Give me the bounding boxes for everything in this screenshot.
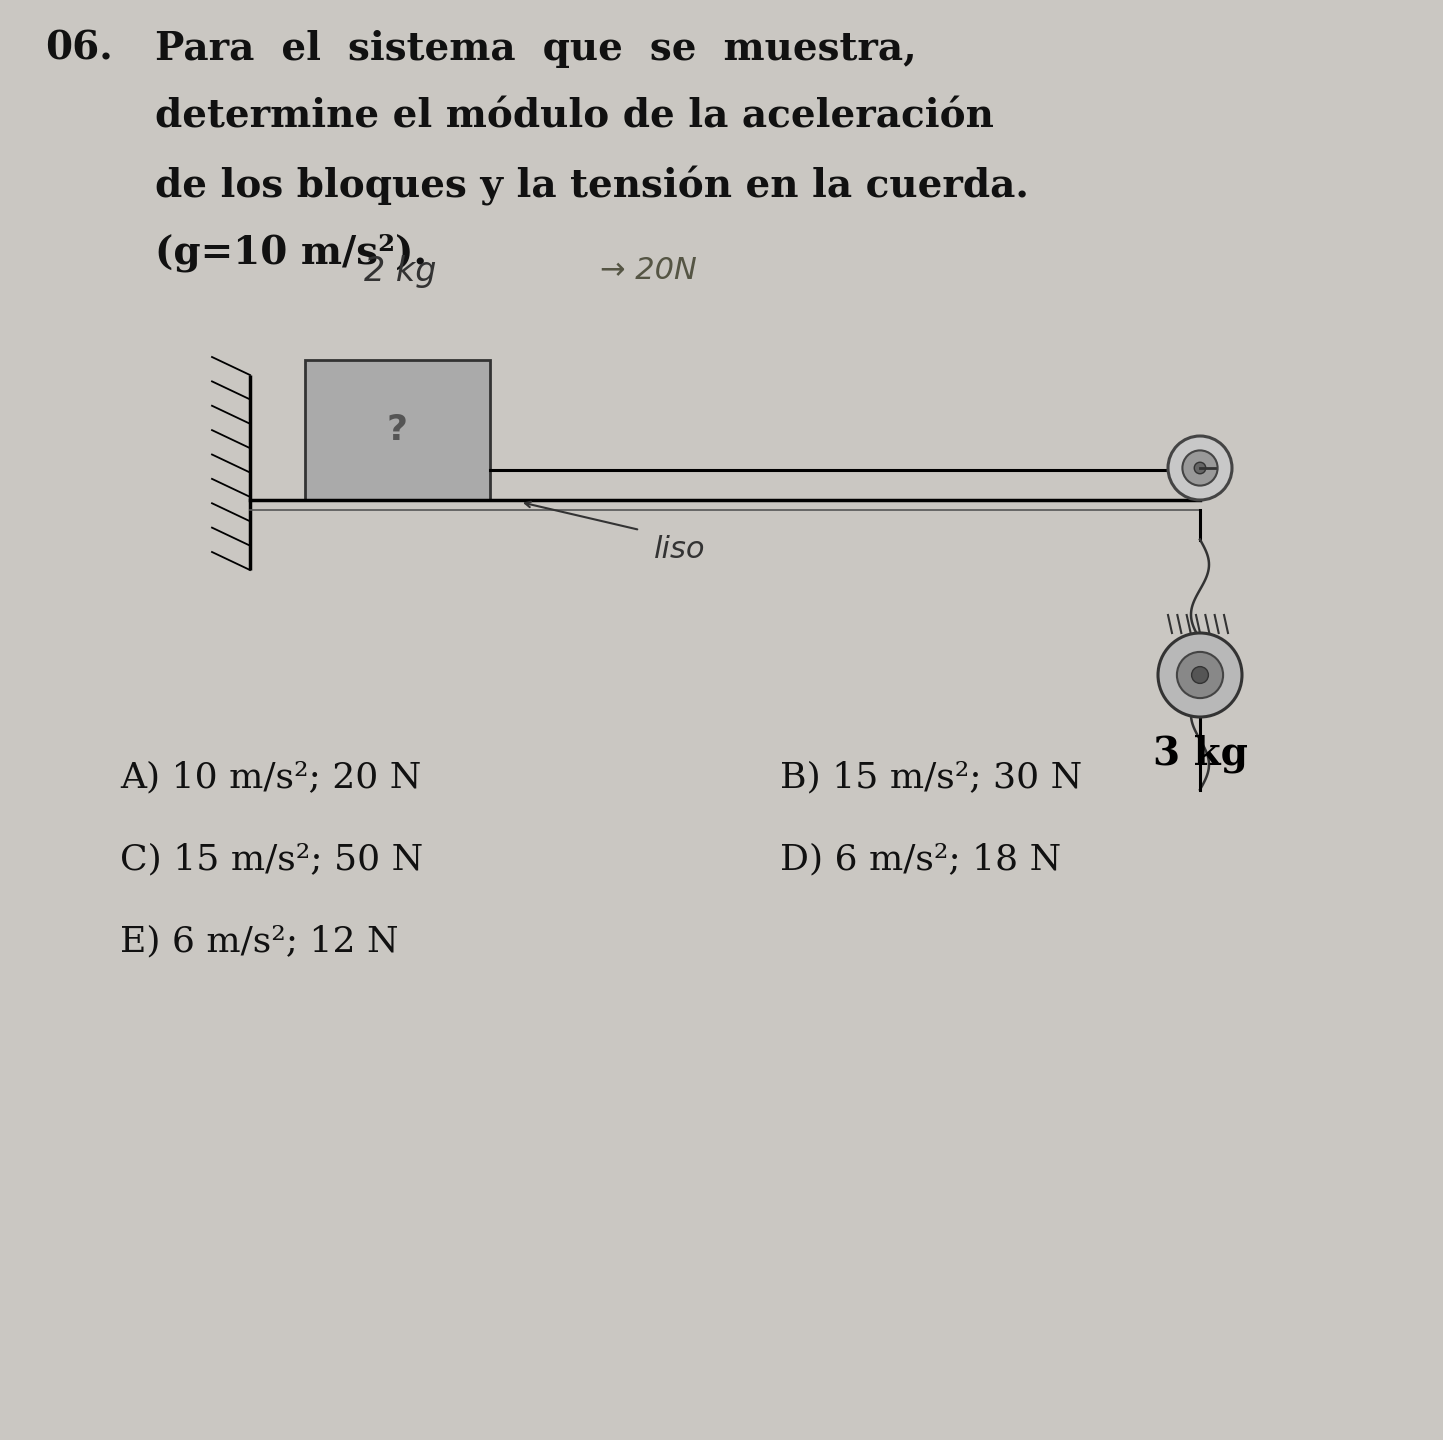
Circle shape xyxy=(1167,436,1232,500)
Text: 2 kg: 2 kg xyxy=(364,255,436,288)
Text: determine el módulo de la aceleración: determine el módulo de la aceleración xyxy=(154,98,994,135)
Text: de los bloques y la tensión en la cuerda.: de los bloques y la tensión en la cuerda… xyxy=(154,166,1029,206)
Text: 06.: 06. xyxy=(45,30,113,68)
Circle shape xyxy=(1192,667,1208,684)
Text: → 20N: → 20N xyxy=(600,256,697,285)
Text: A) 10 m/s²; 20 N: A) 10 m/s²; 20 N xyxy=(120,760,421,793)
Text: C) 15 m/s²; 50 N: C) 15 m/s²; 50 N xyxy=(120,842,423,876)
Text: D) 6 m/s²; 18 N: D) 6 m/s²; 18 N xyxy=(781,842,1061,876)
Text: ?: ? xyxy=(387,413,408,446)
Circle shape xyxy=(1177,652,1224,698)
Text: Para  el  sistema  que  se  muestra,: Para el sistema que se muestra, xyxy=(154,30,916,68)
Circle shape xyxy=(1195,462,1206,474)
Circle shape xyxy=(1182,451,1218,485)
Text: E) 6 m/s²; 12 N: E) 6 m/s²; 12 N xyxy=(120,924,398,958)
Text: 3 kg: 3 kg xyxy=(1153,734,1247,773)
Circle shape xyxy=(1157,634,1242,717)
Text: (g=10 m/s²).: (g=10 m/s²). xyxy=(154,233,427,272)
Text: B) 15 m/s²; 30 N: B) 15 m/s²; 30 N xyxy=(781,760,1082,793)
Bar xyxy=(304,360,491,500)
Text: liso: liso xyxy=(654,536,706,564)
